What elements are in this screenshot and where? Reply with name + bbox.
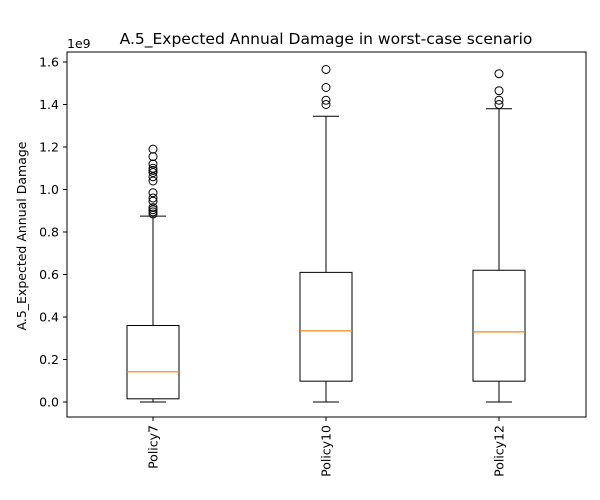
box-group-policy10 [299, 64, 353, 403]
plot-marks [126, 64, 526, 403]
y-tick-label: 1.0 [39, 182, 59, 197]
outlier-point [148, 159, 158, 169]
outlier-point [321, 95, 331, 105]
y-tick-label: 0.4 [39, 310, 59, 325]
outlier-point [148, 193, 158, 203]
outlier-point [148, 209, 158, 219]
outlier-point [494, 69, 504, 79]
iqr-box [299, 271, 353, 382]
outlier-point [148, 165, 158, 175]
y-tick-label: 0.8 [39, 225, 59, 240]
x-tick-label: Policy10 [319, 425, 334, 477]
iqr-box [126, 325, 180, 400]
x-tick-label: Policy12 [492, 425, 507, 477]
y-axis-multiplier: 1e9 [67, 36, 91, 51]
outlier-point [494, 86, 504, 96]
iqr-box [472, 269, 526, 382]
y-axis: 0.0 0.2 0.4 0.6 0.8 1.0 1.2 1.4 1.6 [39, 55, 67, 410]
outlier-point [148, 144, 158, 154]
chart-title: A.5_Expected Annual Damage in worst-case… [120, 30, 533, 49]
outlier-point [148, 207, 158, 217]
y-tick-label: 0.6 [39, 267, 59, 282]
y-tick-label: 0.2 [39, 352, 59, 367]
y-tick-label: 0.0 [39, 395, 59, 410]
outlier-point [148, 188, 158, 198]
outlier-point [148, 152, 158, 162]
outlier-point [494, 100, 504, 109]
y-axis-label: A.5_Expected Annual Damage [14, 141, 29, 330]
outlier-point [148, 203, 158, 213]
y-tick-label: 1.6 [39, 55, 59, 70]
box-group-policy12 [472, 69, 526, 403]
y-tick-label: 1.4 [39, 97, 59, 112]
outlier-point [321, 64, 331, 74]
x-tick-label: Policy7 [146, 425, 161, 469]
outlier-point [321, 100, 331, 109]
y-tick-label: 1.2 [39, 140, 59, 155]
outlier-point [494, 95, 504, 105]
x-axis: Policy7 Policy10 Policy12 [146, 417, 507, 477]
outlier-point [321, 83, 331, 92]
box-group-policy7 [126, 144, 180, 403]
outlier-point [148, 163, 158, 173]
